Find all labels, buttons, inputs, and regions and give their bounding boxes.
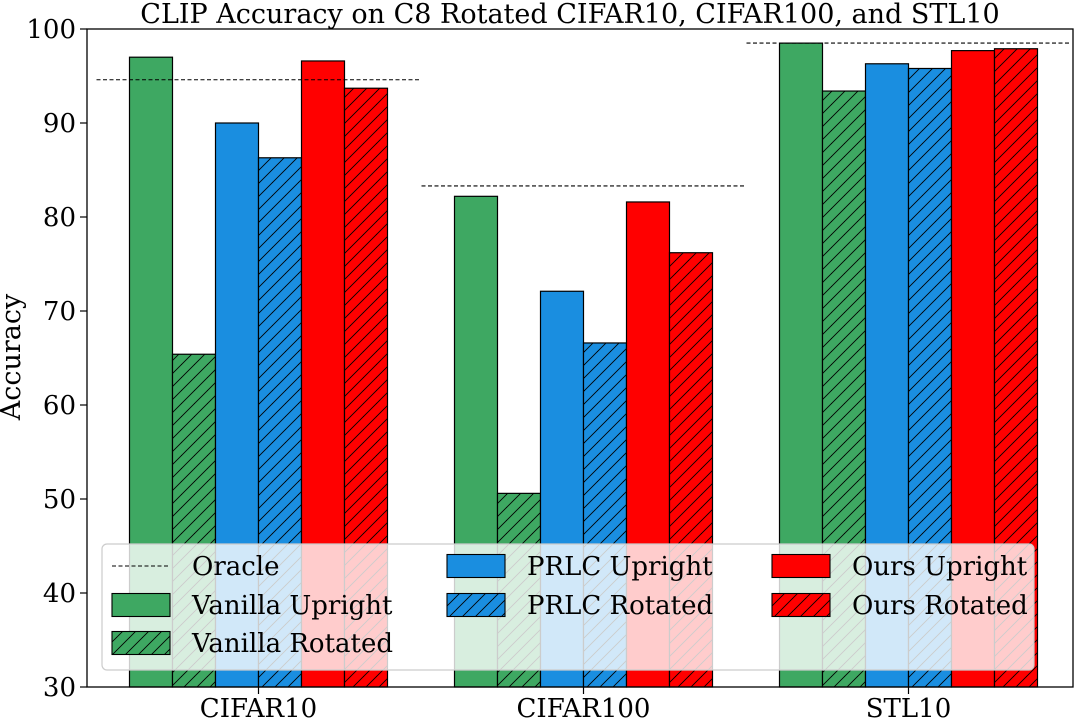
y-tick-label-90: 90 xyxy=(43,109,76,139)
legend-label-ours-upright: Ours Upright xyxy=(852,552,1028,582)
x-tick-label-cifar10: CIFAR10 xyxy=(200,694,317,722)
legend-hatch-vanilla-rotated xyxy=(112,631,170,655)
y-tick-label-60: 60 xyxy=(43,391,76,421)
legend-hatch-prlc-rotated xyxy=(447,593,505,617)
legend: Oracle Vanilla Upright Vanilla Rotated PRLC… xyxy=(101,543,1035,671)
y-tick-label-30: 30 xyxy=(43,673,76,703)
y-tick-label-70: 70 xyxy=(43,297,76,327)
legend-handle-ours-upright xyxy=(771,553,831,579)
y-tick-label-80: 80 xyxy=(43,203,76,233)
legend-label-ours-rotated: Ours Rotated xyxy=(852,591,1028,621)
y-axis-label: Accuracy xyxy=(0,293,27,421)
chart-title: CLIP Accuracy on C8 Rotated CIFAR10, CIF… xyxy=(140,0,999,30)
legend-label-oracle: Oracle xyxy=(192,552,280,582)
legend-label-prlc-rotated: PRLC Rotated xyxy=(527,591,713,621)
legend-hatch-ours-rotated xyxy=(772,593,830,617)
oracle-lines xyxy=(96,42,1071,187)
y-tick-label-40: 40 xyxy=(43,579,76,609)
axis-ticks: 30 40 50 60 70 80 90 100 CIFAR10 CIFAR100 STL10 xyxy=(26,15,951,722)
y-tick-label-50: 50 xyxy=(43,485,76,515)
plot-frame xyxy=(86,28,1074,688)
legend-label-vanilla-rotated: Vanilla Rotated xyxy=(191,629,393,659)
x-tick-label-stl10: STL10 xyxy=(866,694,952,722)
legend-label-vanilla-upright: Vanilla Upright xyxy=(191,591,393,621)
y-tick-label-100: 100 xyxy=(26,15,76,45)
legend-label-prlc-upright: PRLC Upright xyxy=(527,552,713,582)
legend-handle-prlc-upright xyxy=(446,553,506,579)
x-tick-label-cifar100: CIFAR100 xyxy=(517,694,651,722)
legend-handle-vanilla-upright xyxy=(111,592,171,618)
